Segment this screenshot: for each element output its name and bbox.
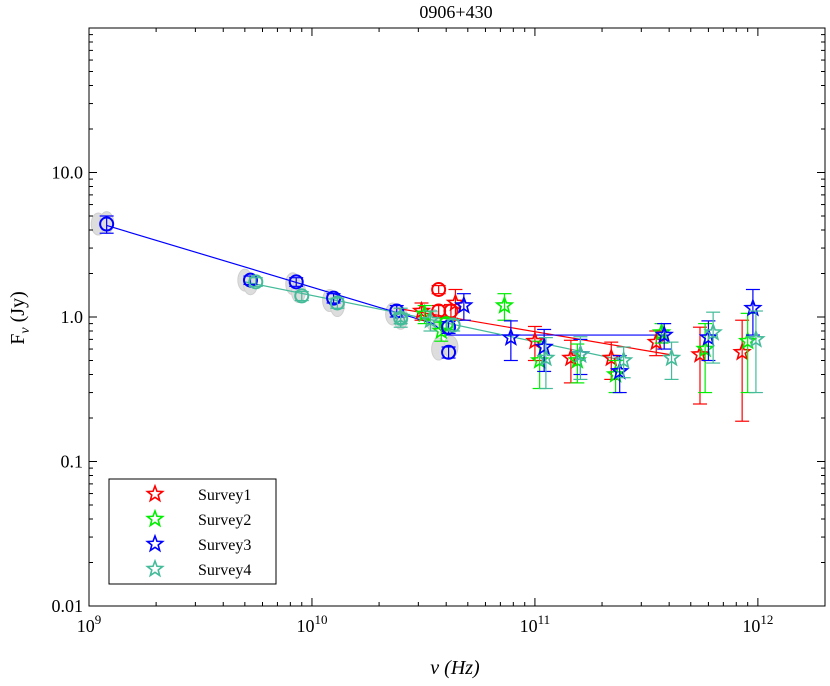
legend-star-survey3 xyxy=(145,533,165,553)
survey3-circle-marker xyxy=(99,216,115,232)
survey3-star-marker xyxy=(454,295,474,314)
survey2-star-marker xyxy=(695,338,715,358)
ticks-layer: 109 1010 1011 1012 0.01 0.1 1.0 10.0 xyxy=(52,28,825,636)
survey2-star-marker xyxy=(567,350,588,369)
svg-text:Fν (Jy): Fν (Jy) xyxy=(7,291,33,344)
y-tick-label: 0.01 xyxy=(52,596,84,616)
survey4-circle-marker xyxy=(329,295,345,311)
survey4-star-marker xyxy=(390,306,411,326)
y-tick-label: 10.0 xyxy=(52,163,84,183)
survey3-star-marker xyxy=(609,361,630,380)
legend-label-survey4: Survey4 xyxy=(198,562,251,579)
survey1-star-marker xyxy=(445,292,466,312)
markers-layer xyxy=(99,215,766,422)
x-tick-label: 1011 xyxy=(520,612,551,636)
survey4-star-marker xyxy=(661,347,682,367)
x-tick-label: 109 xyxy=(77,612,102,636)
survey4-star-marker xyxy=(703,322,723,341)
survey3-star-marker xyxy=(534,336,554,356)
legend-label-survey1: Survey1 xyxy=(198,487,251,504)
x-tick-label: 1012 xyxy=(742,612,773,636)
x-axis-label: ν (Hz) xyxy=(430,657,480,679)
survey1-star-marker xyxy=(525,330,545,350)
y-tick-label: 0.1 xyxy=(61,452,84,472)
survey4-star-marker xyxy=(570,344,591,363)
survey2-star-marker xyxy=(494,295,515,314)
survey4-star-marker xyxy=(536,347,556,367)
legend-label-survey2: Survey2 xyxy=(198,512,251,529)
legend-star-survey2 xyxy=(145,508,165,528)
x-tick-label: 1010 xyxy=(296,612,327,636)
survey4-star-marker xyxy=(613,350,634,369)
y-axis-label-main: F xyxy=(7,334,29,345)
y-tick-label: 1.0 xyxy=(61,307,84,327)
legend-entries: Survey1 Survey2 Survey3 Survey4 xyxy=(145,483,251,579)
survey3-circle-marker xyxy=(288,274,304,290)
survey4-star-marker xyxy=(746,329,766,348)
survey4-circle-marker xyxy=(294,288,310,304)
y-axis-label-sub: ν xyxy=(18,327,33,334)
survey4-circle-marker xyxy=(445,317,461,333)
legend: Survey1 Survey2 Survey3 Survey4 xyxy=(108,478,277,585)
survey2-star-marker xyxy=(737,330,758,350)
y-axis-label: Fν (Jy) xyxy=(7,291,33,344)
survey3-star-marker xyxy=(654,324,674,344)
survey4-star-marker xyxy=(420,309,441,329)
legend-star-survey1 xyxy=(145,483,165,503)
y-axis-label-unit: (Jy) xyxy=(7,291,29,327)
survey4-circle-marker xyxy=(248,274,264,290)
legend-star-survey4 xyxy=(145,558,165,578)
survey3-star-marker xyxy=(698,327,719,346)
legend-box xyxy=(108,478,277,585)
survey3-star-marker xyxy=(501,327,521,346)
survey1-circle-marker xyxy=(431,281,447,297)
survey1-circle-marker xyxy=(443,303,459,319)
survey3-circle-marker xyxy=(441,344,457,360)
chart-title: 0906+430 xyxy=(419,2,492,22)
legend-label-survey3: Survey3 xyxy=(198,537,251,554)
